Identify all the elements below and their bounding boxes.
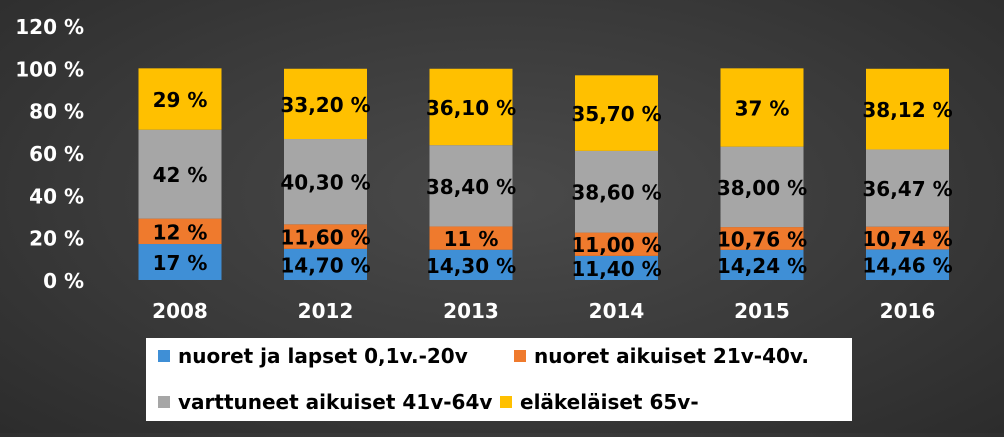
- bar-segment: [575, 75, 658, 151]
- data-label: 38,60 %: [571, 181, 661, 205]
- x-tick-label: 2013: [443, 299, 499, 323]
- legend-swatch-yellow: [500, 396, 512, 408]
- x-tick-label: 2012: [298, 299, 354, 323]
- bar-segment: [138, 218, 222, 245]
- bar-segment: [284, 248, 367, 280]
- x-axis: 2008 2012 2013 2014 2015 2016: [152, 299, 935, 323]
- legend-swatch-orange: [514, 350, 526, 362]
- bar-segment: [866, 68, 949, 150]
- data-label: 12 %: [153, 220, 208, 244]
- data-label: 14,30 %: [426, 254, 516, 278]
- legend-item-nuoret-ja-lapset: nuoret ja lapset 0,1v.-20v: [158, 344, 468, 368]
- y-axis: 0 % 20 % 40 % 60 % 80 % 100 % 120 %: [15, 15, 84, 293]
- y-tick-label: 120 %: [15, 15, 84, 39]
- x-tick-label: 2014: [589, 299, 645, 323]
- bar-segment: [575, 232, 658, 256]
- data-label: 11,60 %: [280, 226, 370, 250]
- data-label: 14,70 %: [280, 253, 370, 277]
- bar-segment: [720, 227, 804, 250]
- y-tick-label: 40 %: [29, 184, 84, 208]
- data-label: 11 %: [444, 227, 499, 251]
- bar-segment: [429, 249, 513, 280]
- bar-segment: [866, 249, 949, 280]
- bar-segment: [138, 244, 222, 280]
- legend-label: nuoret ja lapset 0,1v.-20v: [178, 344, 468, 368]
- bar-segment: [866, 149, 949, 227]
- bar-segment: [429, 226, 513, 250]
- data-label: 38,40 %: [426, 175, 516, 199]
- y-tick-label: 60 %: [29, 142, 84, 166]
- data-label: 10,74 %: [862, 227, 952, 251]
- legend-swatch-blue: [158, 350, 170, 362]
- data-label: 17 %: [153, 251, 208, 275]
- y-tick-label: 80 %: [29, 100, 84, 124]
- data-label: 40,30 %: [280, 171, 370, 195]
- legend-label: varttuneet aikuiset 41v-64v: [178, 390, 493, 414]
- x-tick-label: 2015: [734, 299, 790, 323]
- legend-item-varttuneet-aikuiset: varttuneet aikuiset 41v-64v: [158, 390, 492, 414]
- bar-segment: [138, 68, 222, 130]
- bars: 17 % 12 % 42 % 29 % 14,70 % 11,60 % 40,30 % 33,…: [138, 68, 953, 281]
- legend: nuoret ja lapset 0,1v.-20v nuoret aikuis…: [146, 338, 852, 421]
- legend-item-elakelaiset: eläkeläiset 65v-: [500, 390, 699, 414]
- bar-segment: [866, 226, 949, 250]
- y-tick-label: 100 %: [15, 57, 84, 81]
- legend-swatch-gray: [158, 396, 170, 408]
- bar-segment: [575, 150, 658, 233]
- data-label: 11,00 %: [571, 233, 661, 257]
- bar-segment: [575, 255, 658, 280]
- bar-segment: [720, 68, 804, 147]
- y-tick-label: 0 %: [43, 269, 84, 293]
- x-tick-label: 2016: [880, 299, 936, 323]
- data-label: 14,24 %: [717, 254, 807, 278]
- data-label: 36,10 %: [426, 96, 516, 120]
- legend-item-nuoret-aikuiset: nuoret aikuiset 21v-40v.: [514, 344, 809, 368]
- bar-segment: [138, 129, 222, 219]
- bar-segment: [284, 68, 367, 140]
- bar-segment: [429, 68, 513, 146]
- data-label: 33,20 %: [280, 93, 370, 117]
- data-label: 38,00 %: [717, 176, 807, 200]
- bar-segment: [284, 139, 367, 225]
- y-tick-label: 20 %: [29, 227, 84, 251]
- legend-label: nuoret aikuiset 21v-40v.: [534, 344, 809, 368]
- bar-segment: [284, 224, 367, 249]
- data-label: 37 %: [735, 96, 790, 120]
- data-label: 10,76 %: [717, 227, 807, 251]
- legend-label: eläkeläiset 65v-: [520, 390, 699, 414]
- data-label: 29 %: [153, 88, 208, 112]
- data-label: 14,46 %: [862, 254, 952, 278]
- bar-segment: [720, 146, 804, 228]
- data-label: 42 %: [153, 163, 208, 187]
- data-label: 36,47 %: [862, 177, 952, 201]
- bar-segment: [429, 145, 513, 227]
- data-label: 11,40 %: [571, 257, 661, 281]
- data-label: 38,12 %: [862, 98, 952, 122]
- data-label: 35,70 %: [571, 102, 661, 126]
- x-tick-label: 2008: [152, 299, 208, 323]
- bar-segment: [720, 249, 804, 280]
